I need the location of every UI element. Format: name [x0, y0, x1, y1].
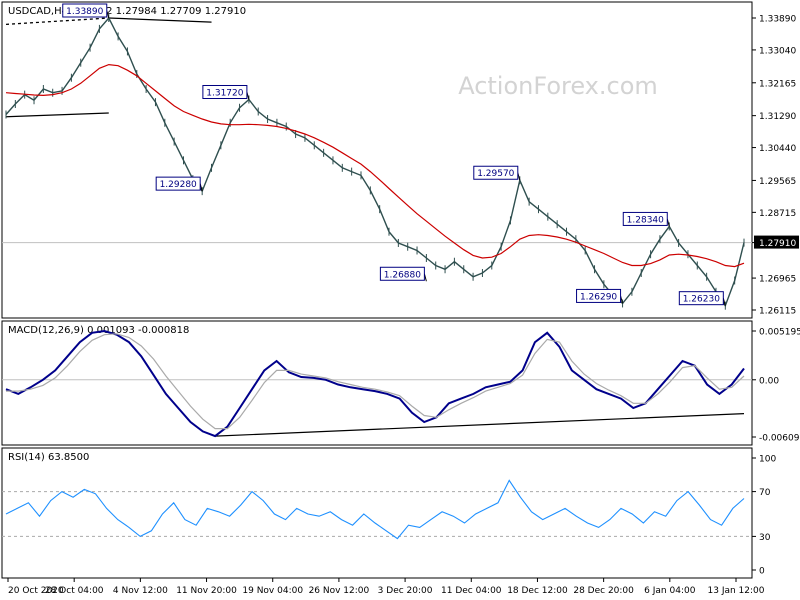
price-y-tick-label: 1.33890	[759, 15, 796, 25]
price-annotation-label: 1.31720	[206, 88, 243, 98]
price-y-tick-label: 1.29565	[759, 177, 796, 187]
price-annotation-box	[576, 288, 622, 303]
price-trendline	[5, 112, 109, 118]
x-tick-label: 28 Dec 20:00	[573, 586, 634, 596]
price-annotation-label: 1.26230	[683, 295, 720, 305]
price-y-tick-label: 1.31290	[759, 112, 796, 122]
macd-y-tick-label: -0.006093	[759, 434, 800, 444]
rsi-y-tick-label: 30	[759, 533, 771, 543]
x-tick-label: 3 Dec 20:00	[378, 586, 433, 596]
price-annotation-label: 1.26290	[580, 292, 617, 302]
x-tick-label: 4 Nov 12:00	[113, 586, 168, 596]
price-annotation-box	[202, 84, 248, 99]
macd-series-macd	[5, 329, 745, 438]
price-annotation-box	[62, 3, 108, 18]
x-tick-label: 19 Nov 04:00	[242, 586, 303, 596]
macd-y-tick-label: 0.00	[759, 376, 779, 386]
x-tick-label: 6 Jan 04:00	[644, 586, 696, 596]
price-annotation-label: 1.33890	[66, 7, 103, 17]
price-y-tick-label: 1.28715	[759, 209, 796, 219]
macd-series-signal	[6, 333, 745, 430]
x-tick-label: 11 Dec 04:00	[441, 586, 502, 596]
x-tick-label: 18 Dec 12:00	[507, 586, 568, 596]
price-y-tick-label: 1.26965	[759, 275, 796, 285]
price-y-tick-label: 1.32165	[759, 79, 796, 89]
macd-panel	[1, 320, 753, 446]
price-y-tick-label: 1.30440	[759, 144, 796, 154]
price-annotation-label: 1.29280	[160, 180, 197, 190]
rsi-panel	[1, 447, 753, 579]
price-annotation-box	[622, 211, 668, 226]
price-annotation-box	[379, 266, 425, 281]
macd-trendline	[215, 412, 745, 437]
price-annotation-box	[678, 291, 724, 306]
price-trendline	[5, 17, 109, 26]
current-price-label: 1.27910	[759, 239, 796, 249]
rsi-y-tick-label: 70	[759, 488, 771, 498]
price-annotation-label: 1.29570	[477, 169, 514, 179]
x-tick-label: 28 Oct 04:00	[45, 586, 104, 596]
price-annotation-label: 1.28340	[627, 215, 664, 225]
macd-y-tick-label: 0.005195	[759, 328, 800, 338]
price-annotation-label: 1.26880	[384, 270, 421, 280]
price-series-moving-average	[5, 63, 745, 268]
x-tick-label: 26 Nov 12:00	[309, 586, 370, 596]
x-tick-label: 11 Nov 20:00	[176, 586, 237, 596]
price-y-tick-label: 1.33040	[759, 46, 796, 56]
price-annotation-box	[155, 176, 201, 191]
price-annotation-box	[473, 165, 519, 180]
rsi-y-tick-label: 0	[759, 567, 765, 577]
x-tick-label: 13 Jan 12:00	[708, 586, 765, 596]
macd-header: MACD(12,26,9) 0.001093 -0.000818	[8, 325, 189, 336]
price-trendline	[108, 17, 212, 23]
price-y-tick-label: 1.26115	[759, 307, 796, 317]
price-panel	[1, 1, 753, 319]
x-tick-label: 20 Oct 2020	[8, 586, 64, 596]
current-price-box	[754, 235, 799, 249]
rsi-header: RSI(14) 63.8500	[8, 452, 89, 463]
rsi-series-line	[5, 479, 745, 540]
price-header: USDCAD,H4 1.27722 1.27984 1.27709 1.2791…	[8, 6, 246, 17]
watermark: ActionForex.com	[458, 72, 658, 100]
rsi-y-tick-label: 100	[759, 455, 776, 465]
